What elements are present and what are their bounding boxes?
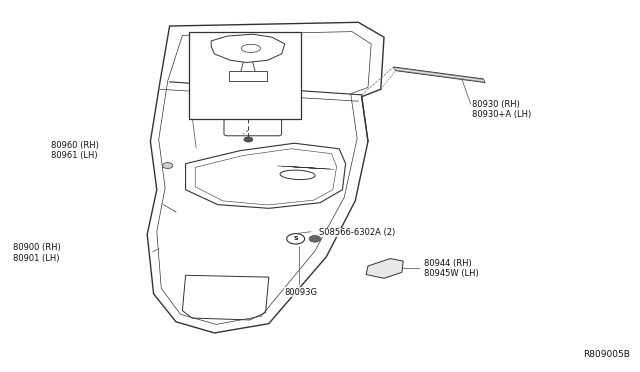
- Text: 80900 (RH)
80901 (LH): 80900 (RH) 80901 (LH): [13, 243, 61, 263]
- Polygon shape: [394, 67, 485, 83]
- FancyBboxPatch shape: [229, 71, 267, 81]
- Circle shape: [163, 163, 173, 169]
- FancyBboxPatch shape: [224, 119, 282, 136]
- Text: 80091E: 80091E: [227, 89, 259, 98]
- Circle shape: [287, 234, 305, 244]
- Text: 80093G: 80093G: [285, 288, 318, 296]
- Circle shape: [244, 137, 253, 142]
- Text: S: S: [293, 236, 298, 241]
- Text: S08566-6302A (2): S08566-6302A (2): [319, 228, 395, 237]
- Text: R809005B: R809005B: [584, 350, 630, 359]
- Text: 80930 (RH)
80930+A (LH): 80930 (RH) 80930+A (LH): [472, 100, 531, 119]
- Text: 80960 (RH)
80961 (LH): 80960 (RH) 80961 (LH): [51, 141, 99, 160]
- Bar: [189, 32, 301, 119]
- Polygon shape: [366, 259, 403, 278]
- Circle shape: [309, 235, 321, 242]
- Text: 80944 (RH)
80945W (LH): 80944 (RH) 80945W (LH): [424, 259, 479, 278]
